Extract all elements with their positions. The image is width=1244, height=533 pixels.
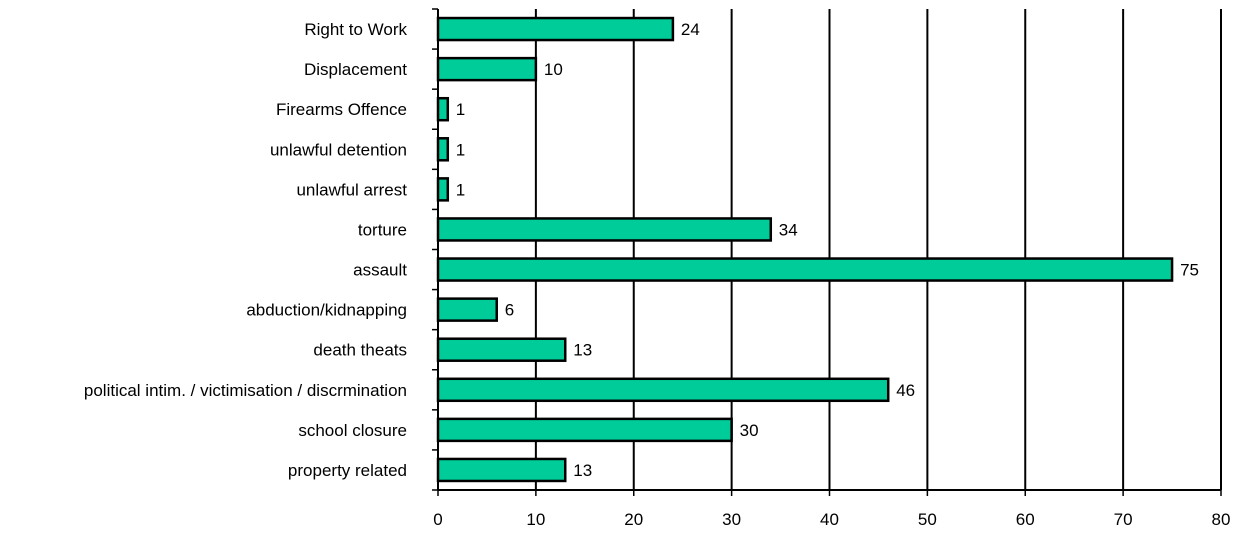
category-label: school closure bbox=[298, 421, 407, 440]
bar bbox=[436, 96, 450, 122]
bar bbox=[436, 137, 450, 162]
category-label: Firearms Offence bbox=[276, 100, 407, 119]
x-tick-label: 30 bbox=[722, 510, 741, 529]
x-tick-label: 0 bbox=[433, 510, 442, 529]
category-label: assault bbox=[353, 261, 407, 280]
bar bbox=[436, 337, 567, 362]
category-label: Right to Work bbox=[304, 20, 407, 39]
x-tick-label: 40 bbox=[820, 510, 839, 529]
data-label: 13 bbox=[573, 341, 592, 360]
data-label: 46 bbox=[896, 381, 915, 400]
data-label: 1 bbox=[456, 100, 465, 119]
bar bbox=[436, 417, 733, 443]
axes bbox=[432, 8, 1222, 496]
data-label: 24 bbox=[681, 20, 700, 39]
data-label: 30 bbox=[740, 421, 759, 440]
bar bbox=[436, 257, 1174, 282]
x-tick-label: 50 bbox=[918, 510, 937, 529]
category-label: Displacement bbox=[304, 60, 407, 79]
bar bbox=[436, 56, 538, 82]
x-tick-label: 80 bbox=[1212, 510, 1231, 529]
bar bbox=[436, 297, 498, 322]
x-tick-label: 10 bbox=[526, 510, 545, 529]
gridlines bbox=[534, 9, 1222, 490]
bar bbox=[436, 377, 890, 403]
x-tick-label: 70 bbox=[1114, 510, 1133, 529]
x-tick-label: 60 bbox=[1016, 510, 1035, 529]
data-label: 10 bbox=[544, 60, 563, 79]
category-label: abduction/kidnapping bbox=[246, 301, 407, 320]
category-label: property related bbox=[288, 461, 407, 480]
data-label: 34 bbox=[779, 220, 798, 239]
category-label: unlawful arrest bbox=[296, 180, 407, 199]
category-label: death theats bbox=[313, 341, 407, 360]
category-label: unlawful detention bbox=[270, 140, 407, 159]
data-label: 75 bbox=[1180, 261, 1199, 280]
data-label: 13 bbox=[573, 461, 592, 480]
bars bbox=[436, 16, 1174, 483]
data-label: 6 bbox=[505, 301, 514, 320]
bar bbox=[436, 457, 567, 483]
x-tick-label: 20 bbox=[624, 510, 643, 529]
category-label: political intim. / victimisation / discr… bbox=[84, 381, 407, 400]
data-label: 1 bbox=[456, 140, 465, 159]
bar bbox=[436, 16, 675, 42]
bar bbox=[436, 177, 450, 202]
data-label: 1 bbox=[456, 180, 465, 199]
bar bbox=[436, 217, 773, 242]
category-label: torture bbox=[358, 220, 407, 239]
